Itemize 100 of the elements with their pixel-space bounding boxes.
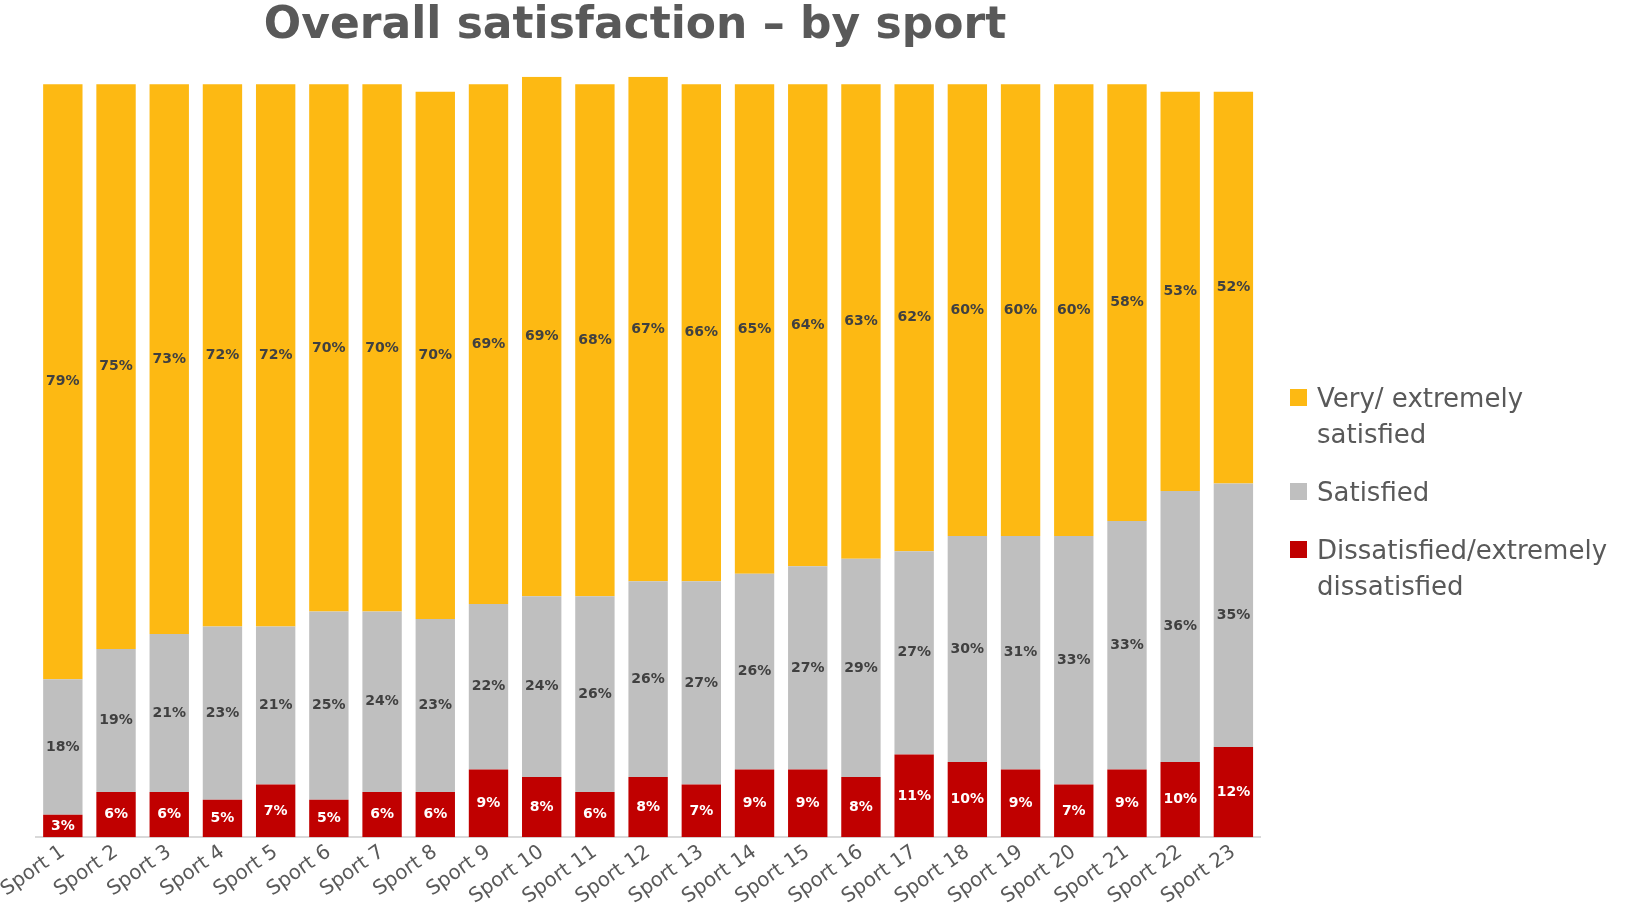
- data-label: 27%: [897, 643, 931, 660]
- data-label: 6%: [370, 805, 394, 822]
- bar: [1107, 521, 1147, 770]
- data-label: 26%: [737, 662, 772, 679]
- bar: [841, 558, 881, 778]
- data-label: 36%: [1163, 617, 1197, 634]
- legend-label: Dissatisfied/extremely dissatisfied: [1317, 534, 1609, 603]
- bar: [255, 784, 296, 838]
- data-label: 79%: [46, 372, 80, 389]
- bar: [575, 596, 615, 793]
- data-label: 22%: [471, 677, 506, 694]
- bar: [362, 792, 402, 838]
- data-label: 26%: [578, 684, 612, 701]
- bar: [522, 596, 562, 778]
- legend-label: Very/ extremely satisfied: [1317, 382, 1525, 451]
- data-label: 72%: [258, 346, 293, 363]
- data-label: 29%: [844, 658, 878, 675]
- data-label: 58%: [1110, 293, 1144, 310]
- data-label: 7%: [689, 801, 714, 818]
- bar: [43, 84, 83, 680]
- data-label: 8%: [849, 797, 873, 814]
- bar: [575, 84, 615, 597]
- data-label: 70%: [312, 338, 346, 355]
- data-label: 75%: [99, 357, 133, 374]
- bar: [1160, 91, 1200, 491]
- data-label: 72%: [205, 346, 240, 363]
- data-label: 9%: [476, 794, 501, 811]
- data-label: 60%: [1003, 300, 1038, 317]
- bar: [255, 84, 296, 627]
- data-label: 5%: [316, 809, 341, 826]
- data-label: 3%: [50, 816, 75, 833]
- data-label: 60%: [1057, 300, 1091, 317]
- data-label: 33%: [1057, 650, 1091, 667]
- bar: [894, 84, 934, 552]
- chart-title: Overall satisfaction – by sport: [263, 0, 1007, 48]
- bar: [681, 784, 722, 838]
- data-label: 26%: [631, 669, 665, 686]
- bar: [1160, 762, 1200, 838]
- bar: [734, 573, 775, 770]
- data-label: 21%: [152, 703, 186, 720]
- data-label: 27%: [684, 673, 719, 690]
- bar: [841, 84, 881, 559]
- bar: [149, 84, 189, 634]
- data-label: 18%: [46, 737, 80, 754]
- data-label: 6%: [157, 805, 182, 822]
- bar: [681, 581, 722, 785]
- data-label: 6%: [583, 805, 607, 822]
- data-label: 9%: [795, 794, 820, 811]
- data-label: 31%: [1003, 643, 1038, 660]
- data-label: 33%: [1110, 635, 1144, 652]
- data-label: 8%: [636, 797, 660, 814]
- data-label: 9%: [1115, 794, 1139, 811]
- bar: [947, 536, 988, 762]
- data-label: 63%: [844, 312, 878, 329]
- data-label: 30%: [950, 639, 985, 656]
- data-label: 24%: [365, 692, 399, 709]
- bar: [1000, 536, 1041, 770]
- data-label: 11%: [897, 786, 931, 803]
- bar: [96, 792, 136, 838]
- bar: [468, 84, 509, 604]
- data-label: 24%: [524, 677, 559, 694]
- data-label: 19%: [99, 711, 133, 728]
- data-label: 53%: [1163, 282, 1197, 299]
- bar: [362, 84, 402, 612]
- data-label: 70%: [418, 346, 453, 363]
- bar: [1054, 84, 1094, 537]
- bar: [894, 551, 934, 755]
- bar: [415, 91, 455, 619]
- bar: [1213, 746, 1254, 838]
- bar: [1107, 769, 1147, 838]
- bar: [202, 626, 243, 800]
- bar: [309, 611, 349, 800]
- bar: [1160, 490, 1200, 762]
- bar: [788, 84, 828, 567]
- bar: [628, 76, 668, 582]
- bar: [1107, 84, 1147, 522]
- bar: [468, 769, 509, 838]
- bar: [1054, 536, 1094, 785]
- bar: [734, 84, 775, 574]
- data-label: 70%: [365, 338, 399, 355]
- data-label: 69%: [471, 334, 506, 351]
- data-label: 10%: [1163, 790, 1197, 807]
- data-label: 65%: [737, 319, 772, 336]
- bar: [947, 762, 988, 838]
- legend-label: Satisfied: [1317, 476, 1430, 509]
- data-label: 60%: [950, 300, 985, 317]
- data-label: 23%: [205, 703, 240, 720]
- bar: [628, 777, 668, 838]
- data-label: 69%: [524, 327, 559, 344]
- bar: [681, 84, 722, 582]
- bar: [362, 611, 402, 793]
- bar: [894, 754, 934, 838]
- data-label: 7%: [263, 801, 288, 818]
- bar: [575, 792, 615, 838]
- data-label: 7%: [1061, 801, 1086, 818]
- data-label: 5%: [210, 809, 235, 826]
- data-label: 10%: [950, 790, 985, 807]
- bar: [255, 626, 296, 785]
- bar: [1213, 483, 1254, 747]
- bar: [522, 76, 562, 597]
